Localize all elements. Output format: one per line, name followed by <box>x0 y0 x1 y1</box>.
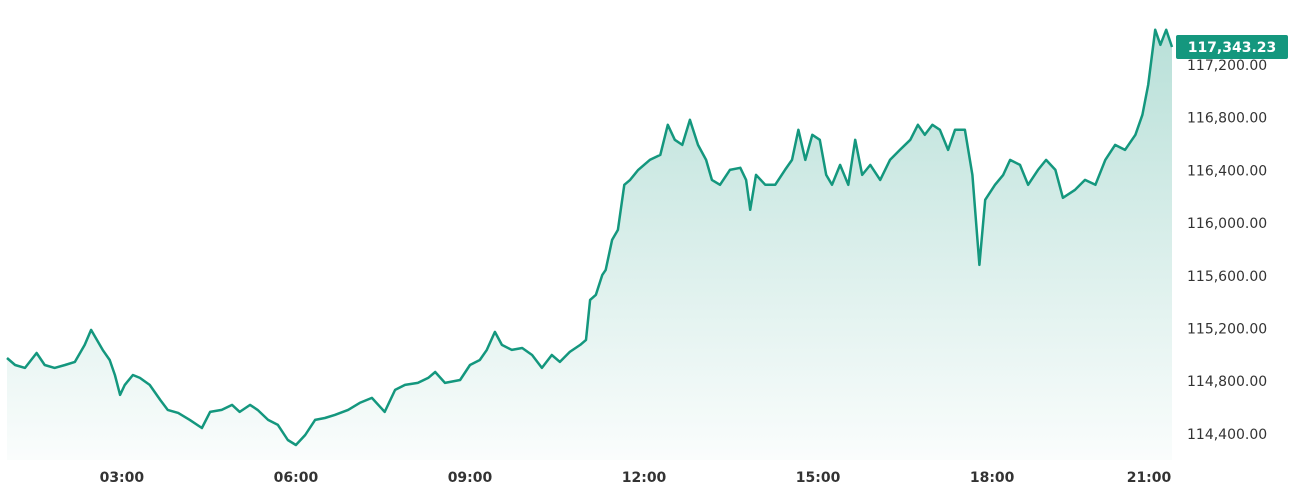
y-tick-label: 117,200.00 <box>1187 58 1267 74</box>
x-tick-label: 09:00 <box>448 470 493 486</box>
price-area <box>7 29 1172 461</box>
y-tick-label: 114,400.00 <box>1187 427 1267 443</box>
x-tick-label: 18:00 <box>970 470 1015 486</box>
y-tick-label: 116,800.00 <box>1187 111 1267 127</box>
x-tick-label: 21:00 <box>1127 470 1172 486</box>
x-tick-label: 15:00 <box>796 470 841 486</box>
x-tick-label: 06:00 <box>274 470 319 486</box>
y-tick-label: 116,400.00 <box>1187 163 1267 179</box>
y-tick-label: 115,200.00 <box>1187 322 1267 338</box>
y-tick-label: 116,000.00 <box>1187 216 1267 232</box>
last-price-tag <box>1176 35 1288 60</box>
x-tick-label: 03:00 <box>100 470 145 486</box>
x-tick-label: 12:00 <box>622 470 667 486</box>
y-tick-label: 114,800.00 <box>1187 374 1267 390</box>
y-tick-label: 115,600.00 <box>1187 269 1267 285</box>
last-price-label: 117,343.23 <box>1188 40 1277 56</box>
price-line <box>6 28 1174 447</box>
